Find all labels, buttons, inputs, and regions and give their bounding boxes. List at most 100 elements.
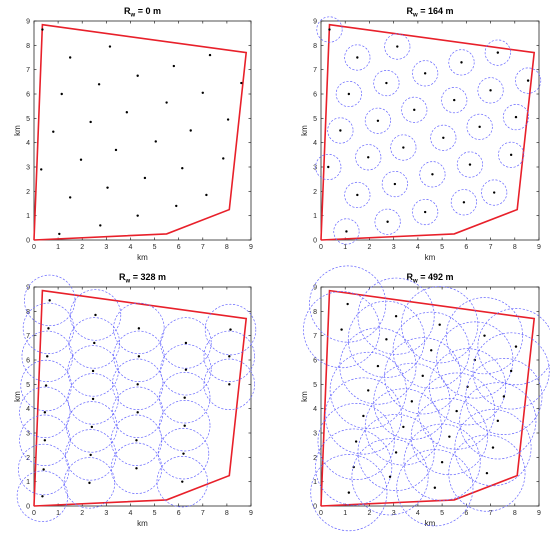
x-tick-label: 3 bbox=[392, 510, 396, 517]
title-subscript: w bbox=[130, 13, 136, 19]
y-tick-label: 2 bbox=[26, 189, 30, 196]
y-tick-label: 8 bbox=[26, 309, 30, 316]
turbine-point bbox=[489, 89, 492, 92]
turbine-point bbox=[58, 232, 61, 236]
turbine-point bbox=[376, 119, 380, 122]
turbine-point bbox=[413, 108, 416, 112]
turbine-point bbox=[154, 140, 157, 143]
turbine-point bbox=[433, 486, 437, 489]
wake-circle bbox=[401, 96, 428, 123]
turbine-point bbox=[229, 328, 232, 331]
turbine-point bbox=[136, 411, 139, 414]
turbine-point bbox=[114, 148, 118, 152]
y-axis-label: km bbox=[300, 125, 309, 136]
y-tick-label: 2 bbox=[26, 455, 30, 462]
turbine-point bbox=[448, 435, 451, 438]
turbine-point bbox=[181, 167, 184, 170]
x-tick-label: 1 bbox=[343, 510, 347, 517]
wake-circle bbox=[436, 321, 514, 399]
axes-box bbox=[320, 286, 540, 507]
wake-circle bbox=[204, 303, 257, 356]
x-axis-label: km bbox=[425, 519, 436, 528]
wake-circle bbox=[390, 134, 417, 161]
turbine-point bbox=[175, 204, 178, 208]
turbine-point bbox=[496, 419, 500, 423]
wake-circle bbox=[157, 428, 210, 480]
y-tick-label: 4 bbox=[313, 406, 317, 413]
x-tick-label: 3 bbox=[104, 244, 108, 251]
wake-circle bbox=[448, 49, 475, 76]
x-tick-label: 7 bbox=[489, 244, 493, 251]
x-tick-label: 0 bbox=[319, 244, 323, 251]
wake-circle bbox=[344, 44, 371, 71]
y-tick-label: 7 bbox=[313, 333, 317, 340]
turbine-point bbox=[483, 334, 486, 337]
turbine-point bbox=[347, 92, 351, 96]
y-tick-label: 7 bbox=[26, 67, 30, 74]
x-tick-label: 5 bbox=[153, 510, 157, 517]
turbine-point bbox=[181, 480, 184, 483]
turbine-point bbox=[125, 111, 129, 114]
turbine-point bbox=[46, 355, 49, 358]
turbine-point bbox=[89, 453, 92, 457]
x-tick-label: 6 bbox=[464, 510, 468, 517]
y-tick-label: 3 bbox=[26, 431, 30, 438]
x-tick-label: 7 bbox=[201, 244, 205, 251]
x-axis-label: km bbox=[137, 519, 148, 528]
chart-title: Rw = 0 m bbox=[124, 6, 161, 19]
x-tick-label: 9 bbox=[537, 244, 541, 251]
turbine-point bbox=[90, 425, 94, 429]
turbine-point bbox=[410, 400, 414, 403]
y-tick-label: 4 bbox=[313, 140, 317, 147]
x-axis-label: km bbox=[137, 253, 148, 262]
y-tick-label: 5 bbox=[26, 382, 30, 389]
wake-circle bbox=[68, 317, 120, 369]
turbine-point bbox=[89, 120, 92, 124]
title-value: = 0 m bbox=[135, 6, 161, 16]
axes-box bbox=[33, 286, 252, 507]
y-tick-label: 7 bbox=[26, 333, 30, 340]
y-tick-label: 6 bbox=[26, 358, 30, 365]
turbine-point bbox=[438, 323, 441, 326]
site-boundary bbox=[320, 23, 536, 241]
y-tick-label: 9 bbox=[26, 285, 30, 292]
turbine-point bbox=[485, 471, 489, 475]
turbine-point bbox=[346, 302, 349, 306]
turbine-point bbox=[44, 384, 48, 387]
wake-circle bbox=[335, 80, 362, 108]
title-symbol: R bbox=[124, 6, 131, 16]
wake-circle bbox=[67, 345, 119, 397]
turbine-point bbox=[356, 56, 359, 59]
turbine-point bbox=[496, 51, 500, 54]
turbine-point bbox=[222, 157, 225, 160]
turbine-point bbox=[440, 461, 444, 464]
wake-circle bbox=[333, 218, 360, 245]
y-tick-label: 4 bbox=[26, 406, 30, 413]
wake-circle bbox=[448, 434, 526, 512]
wake-circle bbox=[477, 308, 550, 386]
turbine-point bbox=[367, 156, 370, 159]
x-tick-label: 3 bbox=[392, 244, 396, 251]
turbine-point bbox=[68, 56, 72, 59]
turbine-point bbox=[345, 230, 348, 233]
site-boundary bbox=[320, 289, 536, 507]
wake-circle bbox=[317, 403, 395, 481]
turbine-point bbox=[423, 210, 427, 214]
x-tick-label: 4 bbox=[416, 244, 420, 251]
turbine-point bbox=[339, 129, 342, 132]
turbine-point bbox=[478, 125, 481, 129]
chart-title: Rw = 328 m bbox=[119, 272, 166, 285]
y-tick-label: 0 bbox=[26, 504, 30, 511]
y-tick-label: 5 bbox=[313, 116, 317, 123]
turbine-point bbox=[431, 173, 434, 176]
turbine-point bbox=[376, 364, 380, 368]
y-tick-label: 3 bbox=[313, 431, 317, 438]
x-tick-label: 3 bbox=[104, 510, 108, 517]
turbine-point bbox=[184, 368, 188, 371]
turbine-point bbox=[228, 383, 231, 386]
wake-circle bbox=[396, 449, 474, 527]
wake-circle bbox=[392, 311, 470, 389]
x-tick-label: 5 bbox=[440, 244, 444, 251]
turbine-point bbox=[228, 355, 231, 358]
turbine-point bbox=[240, 81, 243, 85]
